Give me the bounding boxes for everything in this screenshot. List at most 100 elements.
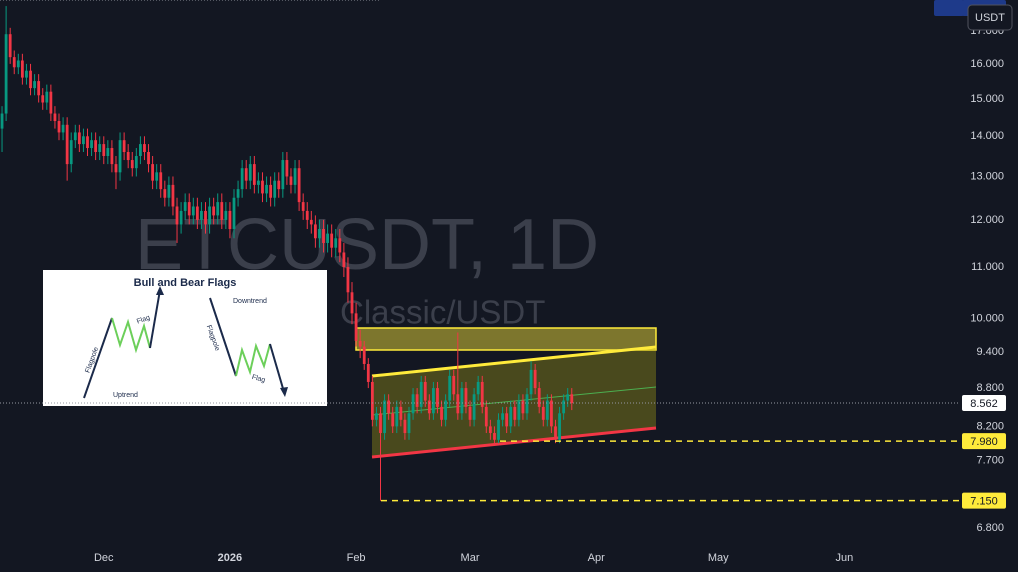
candle-body xyxy=(252,164,256,185)
candle-body xyxy=(41,95,45,103)
x-tick-label: Jun xyxy=(836,552,854,564)
candle-body xyxy=(358,340,362,347)
candle-body xyxy=(20,60,24,78)
y-tick-label: 14.000 xyxy=(970,130,1004,142)
candle-body xyxy=(440,406,443,420)
inset-label: Flag xyxy=(251,374,266,384)
candle-body xyxy=(25,70,28,78)
candle-body xyxy=(305,210,309,220)
x-tick-label: Mar xyxy=(461,552,480,564)
candle-body xyxy=(159,172,163,190)
candle-body xyxy=(0,113,4,129)
watermark-sub: Classic/USDT xyxy=(340,294,545,331)
candle-body xyxy=(277,180,281,190)
candle-body xyxy=(545,400,549,420)
candle-body xyxy=(318,228,321,239)
candle-body xyxy=(497,419,500,440)
candle-body xyxy=(464,388,468,407)
candle-body xyxy=(293,168,297,185)
inset-label: Downtrend xyxy=(233,298,267,305)
candle-body xyxy=(61,124,65,133)
candle-body xyxy=(102,144,106,157)
candle-body xyxy=(224,210,228,220)
candle-body xyxy=(57,121,61,133)
candle-body xyxy=(521,400,525,414)
candle-body xyxy=(147,152,150,165)
breakout xyxy=(149,289,161,349)
candle-body xyxy=(106,148,110,157)
candle-body xyxy=(261,180,264,194)
candle-body xyxy=(436,388,439,407)
candle-body xyxy=(444,400,448,420)
candle-body xyxy=(118,140,122,173)
candle-body xyxy=(163,189,167,198)
candle-body xyxy=(334,238,338,248)
candle-body xyxy=(73,132,77,141)
candle-body xyxy=(297,168,301,203)
candle-body xyxy=(204,210,207,225)
candle-body xyxy=(191,206,195,216)
candle-body xyxy=(69,140,73,165)
y-tick-label: 12.000 xyxy=(970,214,1004,226)
x-tick-label: Feb xyxy=(347,552,366,564)
candle-body xyxy=(216,202,220,216)
x-tick-label: May xyxy=(708,552,729,564)
candle-body xyxy=(488,426,492,434)
candle-body xyxy=(501,413,504,420)
candle-body xyxy=(313,224,317,239)
candle-body xyxy=(130,160,134,169)
candle-body xyxy=(195,206,199,220)
candle-body xyxy=(155,172,159,181)
candle-body xyxy=(354,313,358,341)
candle-body xyxy=(187,202,191,216)
price-label: 8.562 xyxy=(970,398,998,410)
channel-bottom xyxy=(371,426,657,459)
candle-body xyxy=(346,267,350,293)
candle-body xyxy=(484,406,488,427)
x-tick-label: 2026 xyxy=(218,552,242,564)
inset-label: Flag xyxy=(136,314,151,325)
y-tick-label: 13.000 xyxy=(970,170,1004,182)
candle-body xyxy=(411,394,415,414)
candle-body xyxy=(423,381,427,401)
candle-body xyxy=(171,184,175,207)
candle-body xyxy=(281,160,285,190)
candle-body xyxy=(4,34,8,114)
candle-body xyxy=(33,81,36,89)
candle-body xyxy=(387,400,391,414)
y-tick-label: 16.000 xyxy=(970,58,1004,70)
currency[interactable]: USDT xyxy=(975,12,1005,24)
candle-body xyxy=(326,233,329,243)
candle-body xyxy=(407,413,411,434)
candle-body xyxy=(403,419,407,434)
candle-body xyxy=(391,413,395,427)
candle-body xyxy=(94,140,98,153)
candle-body xyxy=(452,375,456,395)
candle-body xyxy=(472,394,476,420)
candle-body xyxy=(529,369,533,395)
y-tick-label: 10.000 xyxy=(970,313,1004,325)
flag xyxy=(235,342,271,377)
candle-body xyxy=(550,400,553,427)
candle-body xyxy=(134,156,138,169)
candle-body xyxy=(456,394,460,414)
currency-button[interactable] xyxy=(967,4,1013,31)
candle-body xyxy=(570,394,574,404)
candle-body xyxy=(82,136,85,145)
candle-body xyxy=(240,168,244,190)
candle-body xyxy=(12,57,16,68)
candle-body xyxy=(342,252,346,268)
candle-body xyxy=(273,180,277,198)
candle-body xyxy=(285,160,289,177)
channel-fill xyxy=(372,347,656,457)
x-tick-label: Apr xyxy=(588,552,605,564)
flagpole xyxy=(209,297,237,377)
candle-body xyxy=(220,202,224,220)
y-tick-label: 6.800 xyxy=(976,522,1004,534)
candle-body xyxy=(525,394,529,414)
candle-body xyxy=(366,363,370,382)
candle-body xyxy=(175,206,179,225)
candles xyxy=(0,6,574,501)
candle-body xyxy=(415,394,419,407)
inset-title: Bull and Bear Flags xyxy=(134,277,237,289)
